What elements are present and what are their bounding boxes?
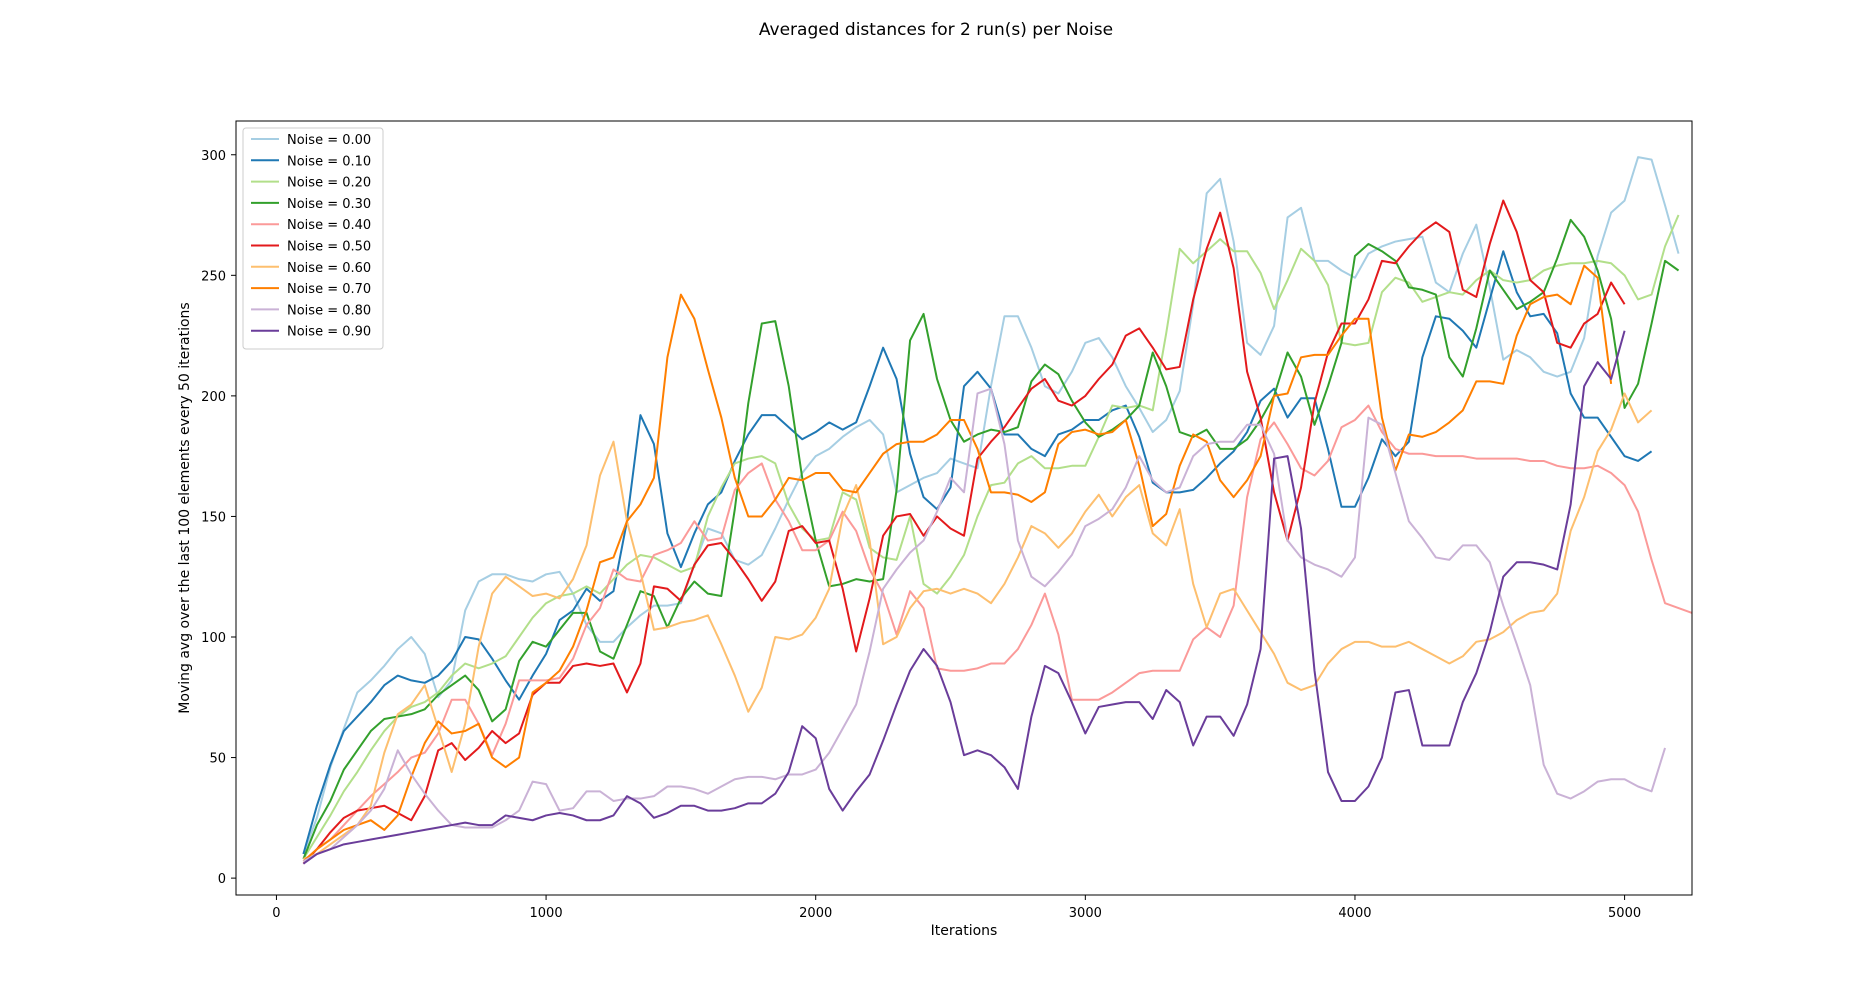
x-tick-label-3: 3000 (1069, 906, 1102, 921)
legend-label-4: Noise = 0.40 (287, 218, 371, 233)
y-tick-label-1: 50 (209, 752, 226, 767)
series-line-4 (302, 404, 1693, 862)
legend-box (242, 127, 384, 350)
x-tick-label-5: 5000 (1608, 906, 1641, 921)
legend-label-6: Noise = 0.60 (287, 261, 371, 276)
legend-label-1: Noise = 0.10 (287, 154, 371, 169)
series-line-6 (303, 392, 1653, 860)
y-tick-label-0: 0 (218, 872, 226, 887)
x-tick-label-4: 4000 (1338, 906, 1371, 921)
series-line-8 (302, 387, 1666, 863)
legend: Noise = 0.00 Noise = 0.10 Noise = 0.20 Nois… (242, 127, 384, 350)
y-axis: 0 50 100 150 200 250 300 (201, 149, 236, 887)
x-tick-label-1: 1000 (530, 906, 563, 921)
y-axis-label: Moving avg over the last 100 elements ev… (177, 302, 193, 713)
legend-label-8: Noise = 0.80 (287, 303, 371, 318)
y-tick-label-4: 200 (201, 390, 226, 405)
series-layer (302, 156, 1693, 865)
series-line-7 (302, 264, 1613, 862)
legend-label-0: Noise = 0.00 (287, 133, 371, 148)
series-line-1 (302, 250, 1653, 855)
legend-label-5: Noise = 0.50 (287, 240, 371, 255)
legend-label-7: Noise = 0.70 (287, 282, 371, 297)
series-line-3 (302, 218, 1680, 860)
y-tick-label-2: 100 (201, 631, 226, 646)
x-axis-label: Iterations (931, 923, 998, 939)
x-tick-label-0: 0 (272, 906, 280, 921)
legend-label-3: Noise = 0.30 (287, 197, 371, 212)
series-line-0 (302, 156, 1680, 855)
plot-frame (235, 120, 1693, 896)
series-line-2 (302, 214, 1680, 860)
series-line-5 (302, 199, 1626, 865)
legend-label-2: Noise = 0.20 (287, 176, 371, 191)
y-tick-label-5: 250 (201, 269, 226, 284)
x-axis: 0 1000 2000 3000 4000 5000 (272, 895, 1641, 921)
y-tick-label-6: 300 (201, 149, 226, 164)
x-tick-label-2: 2000 (799, 906, 832, 921)
legend-label-9: Noise = 0.90 (287, 325, 371, 340)
y-tick-label-3: 150 (201, 510, 226, 525)
chart-title: Averaged distances for 2 run(s) per Nois… (759, 20, 1113, 40)
series-line-9 (302, 330, 1626, 865)
